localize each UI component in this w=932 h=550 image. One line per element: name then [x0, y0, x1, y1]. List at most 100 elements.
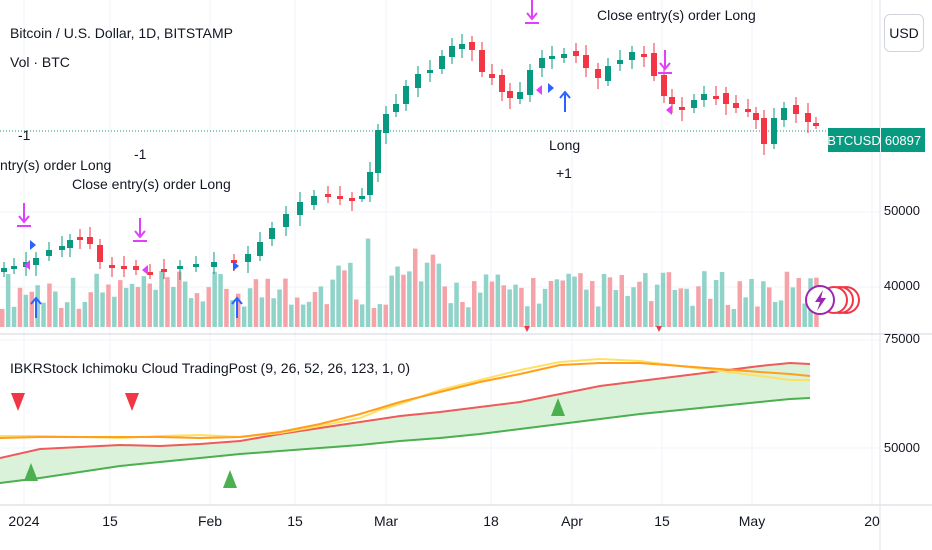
- candle-body: [33, 258, 39, 265]
- volume-bar: [35, 285, 40, 327]
- candle-body: [133, 266, 139, 270]
- volume-bar: [666, 272, 672, 327]
- candle-body: [269, 228, 275, 239]
- volume-bar: [784, 271, 790, 327]
- candle-body: [121, 266, 127, 269]
- caret-right-icon: [30, 240, 36, 250]
- volume-bar: [330, 279, 335, 327]
- time-axis-label: May: [738, 513, 766, 529]
- entry-label: Long: [549, 137, 581, 153]
- caret-left-icon: [24, 260, 30, 270]
- volume-bar: [106, 284, 111, 327]
- volume-bar: [23, 294, 29, 327]
- volume-bar: [206, 287, 211, 327]
- candle-body: [97, 245, 103, 262]
- volume-bar: [177, 271, 182, 327]
- volume-bar: [460, 302, 465, 327]
- candle-body: [617, 60, 623, 64]
- volume-bar: [613, 290, 619, 327]
- candle-body: [489, 74, 495, 78]
- volume-bar: [778, 300, 784, 327]
- volume-bar: [489, 281, 495, 327]
- volume-bar: [135, 286, 141, 327]
- lightning-icon: [815, 290, 826, 311]
- time-axis-label: 15: [654, 513, 670, 529]
- time-axis-label: Apr: [561, 513, 583, 529]
- volume-bar: [761, 281, 766, 327]
- time-axis-label: 15: [102, 513, 118, 529]
- exit-arrow-icon: [658, 50, 672, 74]
- volume-bar: [719, 271, 725, 327]
- candle-body: [349, 198, 355, 201]
- candle-body: [67, 240, 73, 248]
- volume-bar: [767, 287, 772, 327]
- candle-body: [641, 54, 647, 57]
- volume-bar: [660, 272, 666, 327]
- caret-right-icon: [233, 261, 239, 271]
- volume-bar: [224, 288, 229, 327]
- volume-bar: [495, 274, 501, 327]
- candle-body: [661, 75, 667, 96]
- volume-bar: [171, 286, 176, 327]
- indicator-axis-label: 50000: [883, 440, 920, 455]
- candle-body: [297, 202, 303, 215]
- volume-bar: [336, 265, 341, 327]
- volume-bar: [17, 287, 23, 327]
- volume-bar: [424, 262, 430, 327]
- candle-body: [793, 105, 799, 114]
- close-order-label: Close entry(s) order Long: [72, 176, 231, 192]
- volume-bar: [625, 295, 630, 327]
- volume-bar: [365, 238, 371, 327]
- candle-body: [147, 272, 153, 275]
- candle-body: [375, 130, 381, 173]
- candle-body: [753, 113, 759, 120]
- volume-bar: [501, 285, 506, 327]
- candle-body: [109, 265, 115, 268]
- volume-bar: [566, 273, 571, 327]
- volume-bar: [342, 270, 347, 327]
- volume-bar: [507, 289, 512, 327]
- volume-bar: [578, 273, 583, 327]
- ichimoku-indicator: [0, 357, 811, 484]
- volume-bar: [531, 278, 536, 327]
- indicator-title: IBKRStock Ichimoku Cloud TradingPost (9,…: [10, 360, 410, 376]
- volume-bar: [637, 281, 642, 327]
- volume-bar: [542, 288, 548, 327]
- candle-body: [383, 114, 389, 133]
- volume-bar: [743, 297, 748, 327]
- volume-bar: [713, 280, 719, 327]
- volume-bar: [88, 292, 93, 327]
- grid-lines: [0, 0, 880, 505]
- candle-body: [337, 196, 343, 199]
- volume-bar: [755, 306, 760, 327]
- candle-body: [59, 246, 65, 250]
- ichimoku-cloud: [0, 363, 810, 483]
- volume-bar: [29, 291, 34, 327]
- candle-body: [549, 56, 555, 59]
- sell-signal-icon: [11, 393, 25, 411]
- symbol-title: Bitcoin / U.S. Dollar, 1D, BITSTAMP: [10, 25, 234, 41]
- candle-body: [583, 55, 589, 68]
- candle-body: [733, 103, 739, 108]
- volume-bar: [702, 271, 707, 327]
- volume-bar: [5, 273, 11, 327]
- candle-body: [761, 118, 767, 144]
- close-order-label: Close entry(s) order Long: [597, 7, 756, 23]
- exchange-logo: [805, 285, 860, 315]
- candle-body: [211, 262, 217, 267]
- currency-button[interactable]: USD: [884, 14, 924, 52]
- volume-bar: [678, 288, 683, 327]
- candle-body: [1, 268, 7, 272]
- volume-bar: [153, 289, 158, 327]
- volume-bar: [241, 306, 247, 327]
- candle-body: [517, 92, 523, 99]
- time-axis-label: 2024: [8, 513, 40, 529]
- volume-bar: [59, 307, 64, 327]
- volume-bar: [554, 279, 560, 327]
- volume-bar: [64, 302, 70, 327]
- candle-body: [11, 266, 17, 269]
- volume-bar: [200, 301, 206, 327]
- volume-bar: [772, 301, 778, 327]
- candle-body: [629, 52, 635, 60]
